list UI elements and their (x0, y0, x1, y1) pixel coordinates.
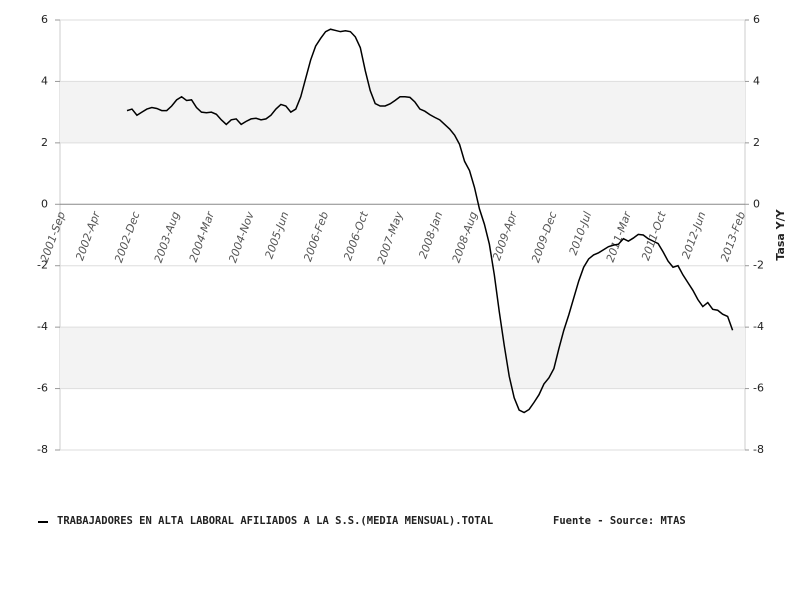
y-tick-label: 6 (41, 13, 48, 26)
y2-tick-label: 6 (753, 13, 760, 26)
y2-axis-label: Tasa Y/Y (774, 208, 787, 260)
grid-band (60, 81, 745, 143)
y2-tick-label: 0 (753, 197, 760, 210)
y-tick-label: 4 (41, 74, 48, 87)
grid-band (60, 327, 745, 389)
y-tick-label: 0 (41, 197, 48, 210)
y-tick-label: -4 (37, 320, 48, 333)
legend-label: TRABAJADORES EN ALTA LABORAL AFILIADOS A… (57, 515, 493, 527)
y2-tick-label: -6 (753, 382, 764, 395)
y2-tick-label: -2 (753, 259, 764, 272)
y-tick-label: -6 (37, 382, 48, 395)
y-tick-label: -2 (37, 259, 48, 272)
y2-tick-label: 4 (753, 74, 760, 87)
source-note: Fuente - Source: MTAS (553, 515, 686, 527)
data-line (126, 28, 734, 414)
y-tick-label: -8 (37, 443, 48, 456)
y2-tick-label: 2 (753, 136, 760, 149)
y2-tick-label: -8 (753, 443, 764, 456)
y-tick-label: 2 (41, 136, 48, 149)
y2-tick-label: -4 (753, 320, 764, 333)
